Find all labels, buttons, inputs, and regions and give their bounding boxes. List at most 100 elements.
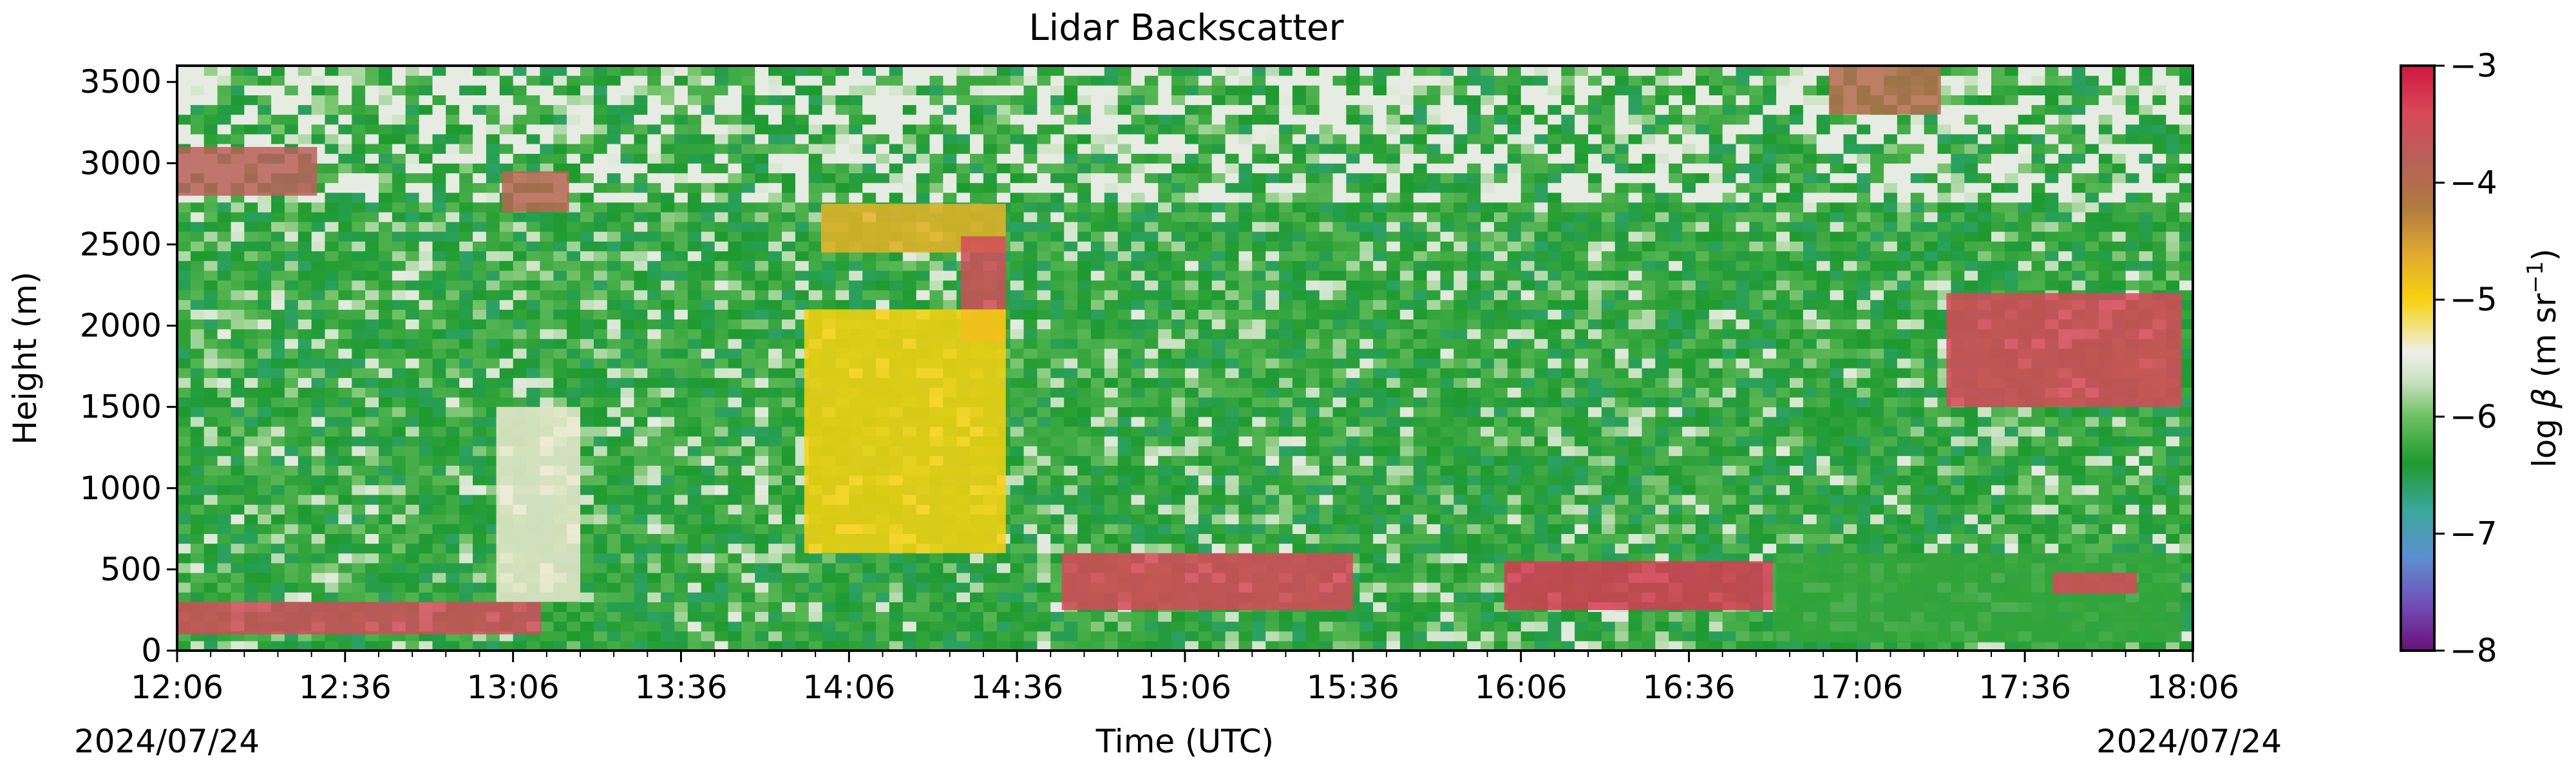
heatmap-cell: [553, 124, 567, 135]
heatmap-cell: [1185, 95, 1199, 106]
heatmap-cell: [338, 85, 352, 95]
heatmap-cell: [1158, 241, 1172, 252]
heatmap-cell: [258, 553, 272, 564]
heatmap-cell: [593, 290, 608, 300]
heatmap-cell: [1185, 484, 1199, 495]
heatmap-cell: [1010, 602, 1025, 612]
heatmap-cell: [782, 494, 796, 505]
heatmap-cell: [432, 465, 446, 476]
heatmap-cell: [929, 290, 943, 300]
heatmap-cell: [956, 602, 971, 612]
heatmap-cell: [271, 455, 285, 466]
heatmap-cell: [1010, 212, 1025, 222]
heatmap-cell: [1037, 338, 1051, 349]
heatmap-cell: [1198, 514, 1213, 524]
heatmap-cell: [1252, 465, 1266, 476]
heatmap-cell: [298, 387, 312, 398]
heatmap-cell: [231, 66, 245, 76]
heatmap-cell: [446, 95, 460, 106]
heatmap-cell: [244, 426, 258, 437]
heatmap-cell: [768, 387, 782, 398]
heatmap-cell: [379, 524, 393, 534]
heatmap-cell: [849, 270, 863, 281]
heatmap-cell: [634, 397, 648, 408]
heatmap-cell: [607, 133, 621, 144]
heatmap-cell: [204, 533, 218, 544]
heatmap-cell: [580, 212, 594, 222]
heatmap-cell: [1010, 475, 1025, 486]
heatmap-cell: [1211, 611, 1226, 622]
heatmap-cell: [755, 524, 769, 534]
heatmap-cell: [419, 504, 433, 515]
heatmap-cell: [473, 543, 487, 554]
heatmap-cell: [526, 377, 540, 388]
heatmap-cell: [916, 592, 931, 602]
heatmap-cell: [473, 446, 487, 456]
heatmap-cell: [849, 173, 863, 184]
heatmap-cell: [1050, 358, 1065, 368]
heatmap-cell: [1211, 631, 1226, 642]
heatmap-cell: [486, 104, 500, 115]
heatmap-cell: [217, 572, 232, 583]
heatmap-cell: [1265, 426, 1280, 437]
heatmap-cell: [567, 231, 581, 242]
heatmap-cell: [1158, 514, 1172, 524]
heatmap-cell: [1185, 114, 1199, 125]
heatmap-cell: [1104, 543, 1119, 554]
heatmap-cell: [808, 133, 823, 144]
heatmap-cell: [889, 270, 904, 281]
heatmap-cell: [177, 640, 191, 651]
heatmap-cell: [338, 582, 352, 593]
heatmap-cell: [352, 338, 366, 349]
heatmap-cell: [1144, 290, 1159, 300]
heatmap-cell: [795, 270, 810, 281]
heatmap-cell: [499, 114, 514, 125]
heatmap-cell: [419, 562, 433, 573]
heatmap-cell: [325, 465, 339, 476]
heatmap-cell: [204, 319, 218, 330]
heatmap-cell: [661, 553, 675, 564]
heatmap-cell: [1010, 455, 1025, 466]
heatmap-cell: [1010, 319, 1025, 330]
heatmap-cell: [795, 553, 810, 564]
heatmap-cell: [1023, 270, 1038, 281]
heatmap-cell: [352, 553, 366, 564]
heatmap-cell: [916, 163, 931, 173]
heatmap-cell: [782, 153, 796, 164]
heatmap-cell: [231, 222, 245, 232]
heatmap-cell: [1279, 631, 1293, 642]
heatmap-cell: [1279, 494, 1293, 505]
heatmap-cell: [1225, 85, 1240, 95]
heatmap-cell: [499, 222, 514, 232]
heatmap-cell: [701, 319, 715, 330]
heatmap-cell: [634, 338, 648, 349]
heatmap-cell: [365, 319, 379, 330]
heatmap-cell: [338, 368, 352, 378]
heatmap-cell: [1077, 611, 1092, 622]
heatmap-cell: [365, 553, 379, 564]
heatmap-cell: [258, 231, 272, 242]
heatmap-cell: [929, 611, 943, 622]
heatmap-cell: [1185, 524, 1199, 534]
heatmap-cell: [1131, 202, 1145, 213]
heatmap-cell: [1144, 621, 1159, 632]
heatmap-cell: [1158, 631, 1172, 642]
heatmap-cell: [620, 455, 635, 466]
heatmap-cell: [432, 348, 446, 359]
heatmap-cell: [1279, 621, 1293, 632]
heatmap-cell: [1198, 358, 1213, 368]
heatmap-cell: [741, 163, 755, 173]
heatmap-cell: [526, 368, 540, 378]
heatmap-cell: [808, 75, 823, 86]
heatmap-cell: [620, 494, 635, 505]
heatmap-cell: [459, 504, 473, 515]
heatmap-cell: [1225, 153, 1240, 164]
heatmap-cell: [862, 124, 876, 135]
heatmap-cell: [379, 358, 393, 368]
heatmap-cell: [298, 251, 312, 262]
heatmap-cell: [902, 114, 917, 125]
heatmap-cell: [379, 572, 393, 583]
heatmap-cell: [1225, 436, 1240, 446]
heatmap-cell: [1265, 319, 1280, 330]
heatmap-cell: [1144, 358, 1159, 368]
